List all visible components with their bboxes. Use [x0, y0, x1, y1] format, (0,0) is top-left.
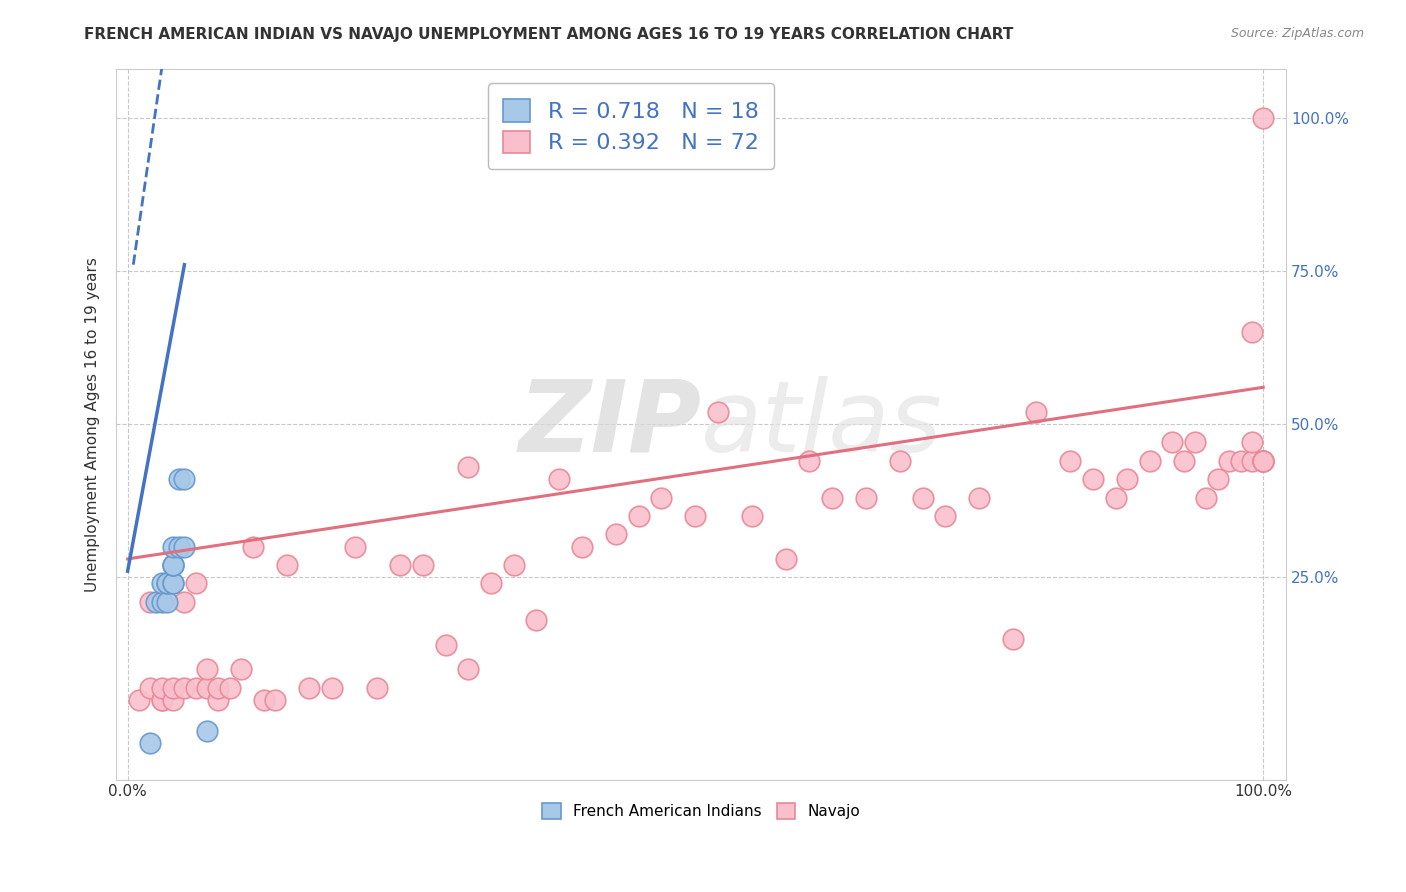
Point: [173, 472, 195, 486]
Text: Source: ZipAtlas.com: Source: ZipAtlas.com: [1230, 27, 1364, 40]
Point: [145, 595, 167, 609]
Point: [162, 576, 184, 591]
Point: [184, 576, 207, 591]
Point: [389, 558, 412, 572]
Point: [173, 681, 195, 695]
Point: [167, 540, 190, 554]
Point: [821, 491, 844, 505]
Point: [548, 472, 571, 486]
Point: [502, 558, 524, 572]
Point: [1251, 111, 1274, 125]
Point: [1206, 472, 1229, 486]
Point: [1229, 454, 1251, 468]
Point: [139, 681, 162, 695]
Point: [775, 552, 797, 566]
Legend: French American Indians, Navajo: French American Indians, Navajo: [536, 797, 866, 825]
Point: [321, 681, 343, 695]
Point: [969, 491, 991, 505]
Point: [167, 472, 190, 486]
Point: [128, 693, 150, 707]
Point: [627, 508, 650, 523]
Point: [889, 454, 911, 468]
Point: [571, 540, 593, 554]
Point: [1218, 454, 1240, 468]
Point: [162, 681, 184, 695]
Point: [1002, 632, 1025, 646]
Point: [1173, 454, 1195, 468]
Point: [434, 638, 457, 652]
Point: [797, 454, 820, 468]
Point: [1195, 491, 1218, 505]
Point: [150, 595, 173, 609]
Point: [150, 576, 173, 591]
Point: [253, 693, 276, 707]
Point: [276, 558, 298, 572]
Point: [156, 576, 179, 591]
Point: [264, 693, 287, 707]
Point: [1059, 454, 1081, 468]
Point: [1251, 454, 1274, 468]
Point: [855, 491, 877, 505]
Point: [1240, 325, 1263, 339]
Point: [139, 595, 162, 609]
Point: [156, 576, 179, 591]
Point: [195, 681, 218, 695]
Point: [162, 693, 184, 707]
Point: [366, 681, 388, 695]
Point: [150, 693, 173, 707]
Point: [195, 662, 218, 676]
Point: [457, 662, 479, 676]
Point: [707, 405, 730, 419]
Point: [162, 558, 184, 572]
Text: ZIP: ZIP: [519, 376, 702, 473]
Point: [162, 576, 184, 591]
Point: [650, 491, 672, 505]
Point: [1139, 454, 1161, 468]
Point: [242, 540, 264, 554]
Point: [1116, 472, 1139, 486]
Point: [195, 723, 218, 738]
Point: [457, 460, 479, 475]
Point: [605, 527, 627, 541]
Point: [741, 508, 763, 523]
Point: [184, 681, 207, 695]
Point: [1161, 435, 1184, 450]
Point: [1025, 405, 1047, 419]
Point: [1184, 435, 1206, 450]
Point: [150, 681, 173, 695]
Point: [298, 681, 321, 695]
Point: [1081, 472, 1104, 486]
Point: [934, 508, 956, 523]
Point: [1240, 435, 1263, 450]
Point: [162, 540, 184, 554]
Point: [412, 558, 434, 572]
Point: [162, 558, 184, 572]
Point: [173, 595, 195, 609]
Point: [231, 662, 253, 676]
Point: [1251, 454, 1274, 468]
Point: [911, 491, 934, 505]
Text: atlas: atlas: [702, 376, 943, 473]
Point: [156, 595, 179, 609]
Point: [343, 540, 366, 554]
Y-axis label: Unemployment Among Ages 16 to 19 years: Unemployment Among Ages 16 to 19 years: [86, 257, 100, 591]
Point: [1251, 454, 1274, 468]
Text: FRENCH AMERICAN INDIAN VS NAVAJO UNEMPLOYMENT AMONG AGES 16 TO 19 YEARS CORRELAT: FRENCH AMERICAN INDIAN VS NAVAJO UNEMPLO…: [84, 27, 1014, 42]
Point: [526, 613, 548, 627]
Point: [150, 693, 173, 707]
Point: [479, 576, 502, 591]
Point: [685, 508, 707, 523]
Point: [139, 736, 162, 750]
Point: [1251, 454, 1274, 468]
Point: [173, 540, 195, 554]
Point: [162, 558, 184, 572]
Point: [207, 681, 229, 695]
Point: [218, 681, 240, 695]
Point: [1240, 454, 1263, 468]
Point: [1104, 491, 1126, 505]
Point: [207, 693, 229, 707]
